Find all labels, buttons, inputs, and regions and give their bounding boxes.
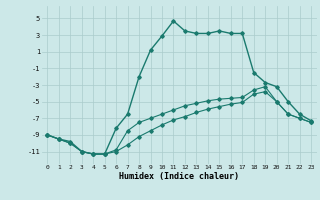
X-axis label: Humidex (Indice chaleur): Humidex (Indice chaleur) [119,172,239,181]
